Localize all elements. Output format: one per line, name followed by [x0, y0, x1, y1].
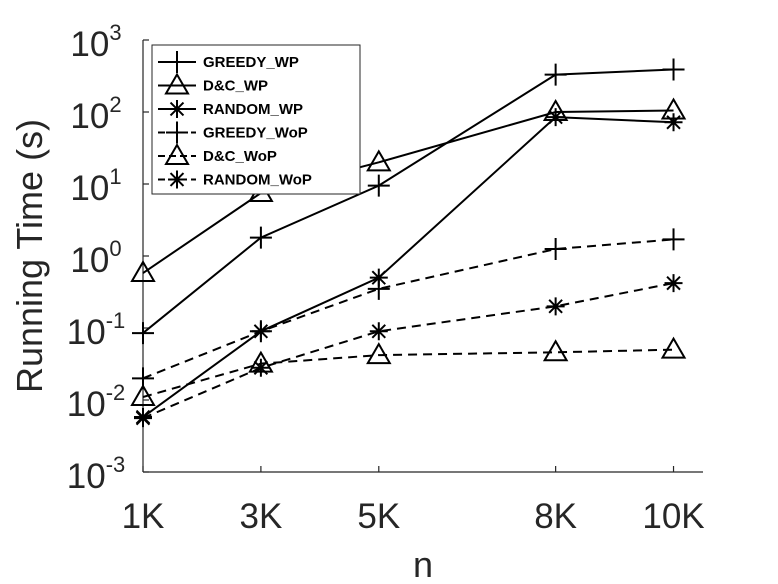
asterisk-marker — [134, 409, 152, 428]
plus-marker — [166, 121, 188, 144]
asterisk-marker — [664, 113, 683, 132]
x-axis-label: n — [413, 544, 433, 584]
plus-marker — [544, 238, 567, 261]
plus-marker — [662, 228, 685, 251]
series-greedy-wop — [132, 228, 685, 390]
triangle-marker — [130, 384, 156, 407]
triangle-marker — [164, 72, 190, 95]
asterisk-marker — [168, 170, 186, 189]
y-tick-label: 100 — [70, 236, 121, 280]
y-tick-label: 10-2 — [67, 380, 126, 424]
asterisk-marker — [546, 108, 565, 127]
legend: GREEDY_WP D&C_WP RANDOM_WP GREEDY_WoP D&C_Wo… — [151, 44, 361, 195]
legend-label: RANDOM_WP — [203, 101, 303, 118]
legend-label: GREEDY_WoP — [203, 125, 308, 142]
asterisk-marker — [546, 297, 565, 316]
asterisk-marker — [369, 268, 388, 287]
triangle-marker — [130, 260, 156, 283]
legend-box — [151, 44, 361, 195]
y-tick-label: 10-1 — [67, 308, 126, 352]
plus-marker — [166, 51, 188, 73]
triangle-marker — [366, 149, 392, 172]
x-tick-label: 10K — [642, 497, 704, 536]
triangle-marker — [542, 339, 569, 362]
legend-item: GREEDY_WoP — [158, 121, 308, 144]
plus-marker — [662, 58, 685, 81]
legend-label: D&C_WP — [203, 78, 268, 95]
x-tick-label: 1K — [122, 497, 165, 536]
series-line — [142, 282, 674, 420]
y-tick-label: 101 — [70, 164, 121, 208]
plus-marker — [132, 322, 154, 345]
triangle-marker — [164, 143, 190, 165]
x-tick-label: 5K — [357, 497, 400, 536]
legend-item: D&C_WP — [158, 72, 268, 95]
asterisk-marker — [369, 322, 388, 341]
series-greedy-wp — [132, 58, 685, 345]
plus-marker — [367, 277, 390, 300]
legend-item: RANDOM_WP — [158, 100, 303, 118]
series-random-wop — [134, 274, 683, 428]
y-axis-label: Running Time (s) — [9, 119, 50, 393]
y-tick-label: 103 — [70, 20, 121, 64]
legend-label: GREEDY_WP — [203, 54, 299, 71]
legend-item: GREEDY_WP — [158, 51, 299, 73]
x-ticks: 1K 3K 5K 8K 10K — [122, 466, 705, 536]
asterisk-marker — [664, 274, 683, 293]
series-line — [142, 238, 674, 380]
triangle-marker — [660, 336, 687, 359]
x-tick-label: 3K — [239, 497, 282, 536]
series-line — [142, 109, 674, 274]
series-group — [130, 58, 687, 428]
legend-label: D&C_WoP — [203, 148, 277, 165]
asterisk-marker — [251, 358, 270, 377]
legend-label: RANDOM_WoP — [203, 172, 312, 189]
x-tick-label: 8K — [534, 497, 577, 536]
series-line — [142, 348, 674, 398]
y-ticks: 10-3 10-2 10-1 100 101 102 103 — [67, 20, 149, 496]
legend-item: D&C_WoP — [158, 143, 277, 165]
legend-item: RANDOM_WoP — [158, 170, 312, 189]
plus-marker — [249, 320, 272, 343]
plus-marker — [544, 63, 567, 86]
plus-marker — [249, 226, 272, 249]
plus-marker — [367, 174, 390, 197]
triangle-marker — [366, 342, 392, 365]
asterisk-marker — [168, 100, 186, 118]
y-tick-label: 102 — [70, 92, 121, 136]
y-tick-label: 10-3 — [67, 452, 126, 496]
